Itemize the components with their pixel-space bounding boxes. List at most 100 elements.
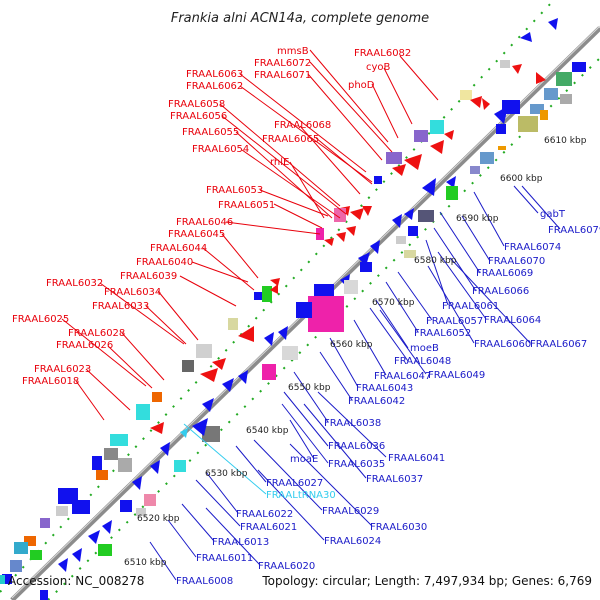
gene-arrow[interactable] bbox=[150, 422, 164, 434]
gene-label[interactable]: FRAAL6028 bbox=[68, 328, 125, 339]
gene-label[interactable]: FRAAL6067 bbox=[530, 339, 587, 350]
gene-label[interactable]: gabT bbox=[540, 209, 566, 220]
gene-label[interactable]: FRAAL6071 bbox=[254, 70, 311, 81]
gene-label[interactable]: cyoB bbox=[366, 62, 391, 73]
gene-label[interactable]: moeB bbox=[410, 343, 439, 354]
gene-block[interactable] bbox=[460, 90, 472, 100]
gene-arrow[interactable] bbox=[346, 226, 356, 236]
gene-label[interactable]: FRAAL6020 bbox=[258, 561, 315, 572]
gene-arrow[interactable] bbox=[212, 358, 226, 370]
gene-label[interactable]: FRAAL6057 bbox=[426, 316, 483, 327]
gene-arrow[interactable] bbox=[192, 418, 208, 436]
gene-block[interactable] bbox=[110, 434, 128, 446]
gene-label[interactable]: FRAAL6055 bbox=[182, 127, 239, 138]
gene-label[interactable]: FRAAL6041 bbox=[388, 453, 445, 464]
gene-arrow[interactable] bbox=[350, 208, 364, 220]
gene-arrow[interactable] bbox=[404, 154, 422, 170]
gene-label[interactable]: phoD bbox=[348, 80, 375, 91]
gene-block[interactable] bbox=[196, 344, 212, 358]
gene-label[interactable]: FRAAL6035 bbox=[328, 459, 385, 470]
gene-arrow[interactable] bbox=[58, 558, 68, 572]
gene-block[interactable] bbox=[282, 346, 298, 360]
gene-label[interactable]: FRAAL6052 bbox=[414, 328, 471, 339]
gene-block[interactable] bbox=[136, 508, 146, 516]
gene-block[interactable] bbox=[136, 404, 150, 420]
gene-label[interactable]: FRAAL6069 bbox=[476, 268, 533, 279]
gene-label[interactable]: FRAAL6040 bbox=[136, 257, 193, 268]
gene-block[interactable] bbox=[308, 296, 344, 332]
gene-block[interactable] bbox=[572, 62, 586, 72]
gene-label[interactable]: FRAAL6029 bbox=[322, 506, 379, 517]
gene-label[interactable]: FRAAL6042 bbox=[348, 396, 405, 407]
gene-label[interactable]: FRAAL6049 bbox=[428, 370, 485, 381]
gene-block[interactable] bbox=[404, 250, 416, 258]
gene-label[interactable]: FRAAL6068 bbox=[274, 120, 331, 131]
gene-arrow[interactable] bbox=[444, 130, 454, 140]
gene-block[interactable] bbox=[560, 94, 572, 104]
gene-block[interactable] bbox=[544, 88, 558, 100]
gene-label[interactable]: FRAAL6045 bbox=[168, 229, 225, 240]
gene-label[interactable]: FRAAL6048 bbox=[394, 356, 451, 367]
gene-block[interactable] bbox=[530, 104, 544, 114]
gene-block[interactable] bbox=[480, 152, 494, 164]
gene-arrow[interactable] bbox=[548, 18, 558, 30]
gene-arrow[interactable] bbox=[222, 378, 234, 392]
gene-block[interactable] bbox=[360, 262, 372, 272]
gene-label[interactable]: FRAAL6082 bbox=[354, 48, 411, 59]
gene-block[interactable] bbox=[254, 292, 262, 300]
gene-label[interactable]: FRAAL6027 bbox=[266, 478, 323, 489]
gene-block[interactable] bbox=[152, 392, 162, 402]
gene-block[interactable] bbox=[40, 518, 50, 528]
gene-block[interactable] bbox=[30, 550, 42, 560]
gene-block[interactable] bbox=[228, 318, 238, 330]
gene-block[interactable] bbox=[96, 470, 108, 480]
gene-block[interactable] bbox=[374, 176, 382, 184]
gene-block[interactable] bbox=[92, 456, 102, 470]
gene-label[interactable]: FRAAL6037 bbox=[366, 474, 423, 485]
gene-arrow[interactable] bbox=[150, 460, 160, 474]
gene-block[interactable] bbox=[144, 494, 156, 506]
gene-label[interactable]: FRAAL6030 bbox=[370, 522, 427, 533]
gene-label[interactable]: FRAAL6063 bbox=[186, 69, 243, 80]
gene-arrow[interactable] bbox=[180, 428, 188, 438]
gene-block[interactable] bbox=[10, 560, 22, 572]
gene-arrow[interactable] bbox=[160, 442, 170, 456]
gene-label[interactable]: FRAAL6043 bbox=[356, 383, 413, 394]
gene-label[interactable]: FRAAL6051 bbox=[218, 200, 275, 211]
gene-arrow[interactable] bbox=[200, 368, 218, 382]
gene-arrow[interactable] bbox=[482, 98, 490, 110]
gene-arrow[interactable] bbox=[202, 398, 214, 412]
gene-label[interactable]: FRAAL6046 bbox=[176, 217, 233, 228]
rna-gene-label[interactable]: FRAALtRNA30 bbox=[266, 490, 336, 501]
gene-block[interactable] bbox=[496, 124, 506, 134]
gene-arrow[interactable] bbox=[324, 238, 334, 246]
gene-block[interactable] bbox=[556, 72, 572, 86]
gene-label[interactable]: FRAAL6056 bbox=[170, 111, 227, 122]
gene-block[interactable] bbox=[104, 448, 118, 460]
gene-label[interactable]: FRAAL6038 bbox=[324, 418, 381, 429]
gene-label[interactable]: FRAAL6018 bbox=[22, 376, 79, 387]
gene-arrow[interactable] bbox=[238, 326, 254, 342]
gene-label[interactable]: FRAAL6026 bbox=[56, 340, 113, 351]
gene-block[interactable] bbox=[344, 280, 358, 294]
gene-label[interactable]: FRAAL6079 bbox=[548, 225, 600, 236]
gene-block[interactable] bbox=[296, 302, 312, 318]
gene-arrow[interactable] bbox=[512, 64, 522, 74]
gene-label[interactable]: FRAAL6062 bbox=[186, 81, 243, 92]
gene-block[interactable] bbox=[540, 110, 548, 120]
gene-arrow[interactable] bbox=[392, 164, 406, 176]
gene-arrow[interactable] bbox=[536, 72, 546, 84]
gene-arrow[interactable] bbox=[404, 208, 414, 220]
gene-block[interactable] bbox=[396, 236, 406, 244]
gene-block[interactable] bbox=[24, 536, 36, 546]
gene-arrow[interactable] bbox=[430, 140, 444, 154]
gene-label[interactable]: FRAAL6066 bbox=[472, 286, 529, 297]
gene-block[interactable] bbox=[120, 500, 132, 512]
gene-label[interactable]: FRAAL6033 bbox=[92, 301, 149, 312]
gene-block[interactable] bbox=[56, 506, 68, 516]
gene-arrow[interactable] bbox=[422, 178, 436, 196]
gene-label[interactable]: FRAAL6054 bbox=[192, 144, 249, 155]
gene-arrow[interactable] bbox=[132, 476, 142, 490]
gene-block[interactable] bbox=[518, 116, 538, 132]
gene-label[interactable]: FRAAL6021 bbox=[240, 522, 297, 533]
